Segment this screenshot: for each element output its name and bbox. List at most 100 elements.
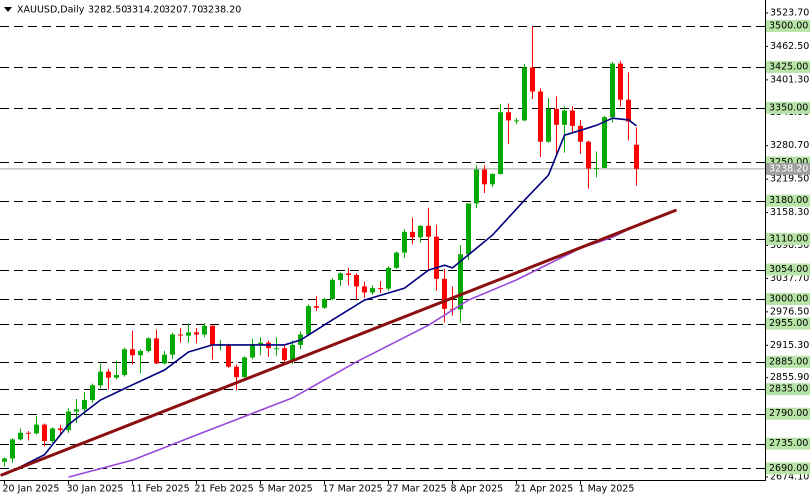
candle-body (338, 273, 343, 280)
candle-body (146, 338, 151, 351)
x-tick-label: 21 Apr 2025 (515, 484, 574, 495)
candle-body (482, 169, 487, 185)
candle-body (114, 374, 119, 378)
candle-body (442, 278, 447, 309)
candle-body (530, 67, 535, 92)
candle-body (66, 411, 71, 431)
candle-body (554, 108, 559, 125)
candle-body (594, 167, 599, 169)
candle-body (162, 354, 167, 364)
candle-body (354, 274, 359, 287)
candle-body (234, 366, 239, 378)
ohlc-close: 3238.20 (202, 5, 241, 16)
candle-body (498, 112, 503, 174)
candle-body (538, 91, 543, 142)
x-tick-label: 30 Jan 2025 (67, 484, 124, 495)
candle-body (586, 141, 591, 169)
candle-body (490, 173, 495, 185)
level-label: 3350.00 (769, 102, 808, 113)
candle-body (202, 325, 207, 335)
level-label: 3180.00 (769, 195, 808, 206)
level-label-box (766, 317, 810, 330)
candle-body (426, 225, 431, 237)
candle-body (290, 344, 295, 361)
level-label-box (766, 462, 810, 475)
candle-body (26, 432, 31, 434)
candle-body (362, 286, 367, 293)
candle-body (626, 99, 631, 122)
candle-body (82, 400, 87, 410)
candle-body (170, 334, 175, 355)
candle-body (58, 428, 63, 431)
candle-body (602, 117, 607, 168)
level-label: 2885.00 (769, 356, 808, 367)
candle-body (18, 432, 23, 440)
candle-body (122, 349, 127, 375)
candle-body (194, 332, 199, 335)
candle-body (402, 231, 407, 253)
ohlc-open: 3282.50 (88, 5, 127, 16)
candle-body (282, 348, 287, 361)
level-label: 3425.00 (769, 61, 808, 72)
candle-body (178, 334, 183, 336)
x-tick-label: 17 Mar 2025 (323, 484, 383, 495)
level-label: 3000.00 (769, 294, 808, 305)
level-label-box (766, 60, 810, 73)
level-label-box (766, 437, 810, 450)
candle-body (250, 344, 255, 358)
candle-body (522, 67, 527, 121)
y-tick-label: 3462.50 (770, 41, 809, 52)
candle-body (50, 428, 55, 442)
level-label-box (766, 194, 810, 207)
candle-body (314, 306, 319, 308)
y-tick-label: 3523.70 (770, 8, 809, 19)
symbol: XAUUSD,Daily (17, 5, 85, 16)
candle-body (610, 63, 615, 118)
candle-body (274, 348, 279, 350)
candle-body (306, 306, 311, 335)
candle-body (154, 338, 159, 364)
candle-body (386, 267, 391, 289)
candle-body (322, 299, 327, 308)
level-label: 2690.00 (769, 463, 808, 474)
candle-body (34, 424, 39, 434)
candle-body (210, 325, 215, 346)
level-label-box (766, 19, 810, 32)
candle-body (130, 349, 135, 356)
candle-body (578, 125, 583, 142)
level-label-box (766, 293, 810, 306)
level-label-box (766, 101, 810, 114)
y-tick-label: 3098.30 (770, 240, 809, 251)
y-tick-label: 2674.10 (770, 472, 809, 483)
y-tick-label: 3401.30 (770, 74, 809, 85)
candle-body (242, 357, 247, 378)
x-tick-label: 8 Apr 2025 (451, 484, 504, 495)
candle-body (418, 225, 423, 238)
candle-body (394, 252, 399, 268)
level-label-box (766, 383, 810, 396)
x-tick-label: 20 Jan 2025 (3, 484, 60, 495)
candle-body (634, 144, 639, 169)
candle-body (506, 112, 511, 121)
level-label: 2955.00 (769, 318, 808, 329)
level-label: 2835.00 (769, 384, 808, 395)
candle-body (618, 63, 623, 100)
level-label: 3500.00 (769, 20, 808, 31)
candle-body (74, 409, 79, 412)
y-tick-label: 3158.30 (770, 207, 809, 218)
candle-body (434, 236, 439, 279)
level-label-box (766, 355, 810, 368)
x-tick-label: 11 Feb 2025 (131, 484, 190, 495)
candle-body (98, 371, 103, 386)
candle-body (514, 120, 519, 122)
level-label: 3250.00 (769, 157, 808, 168)
level-label-box (766, 407, 810, 420)
level-label-box (766, 263, 810, 276)
candle-body (138, 350, 143, 356)
candle-body (2, 458, 7, 462)
candle-body (226, 344, 231, 367)
candle-body (378, 288, 383, 290)
candle-body (474, 169, 479, 204)
candle-body (258, 342, 263, 345)
